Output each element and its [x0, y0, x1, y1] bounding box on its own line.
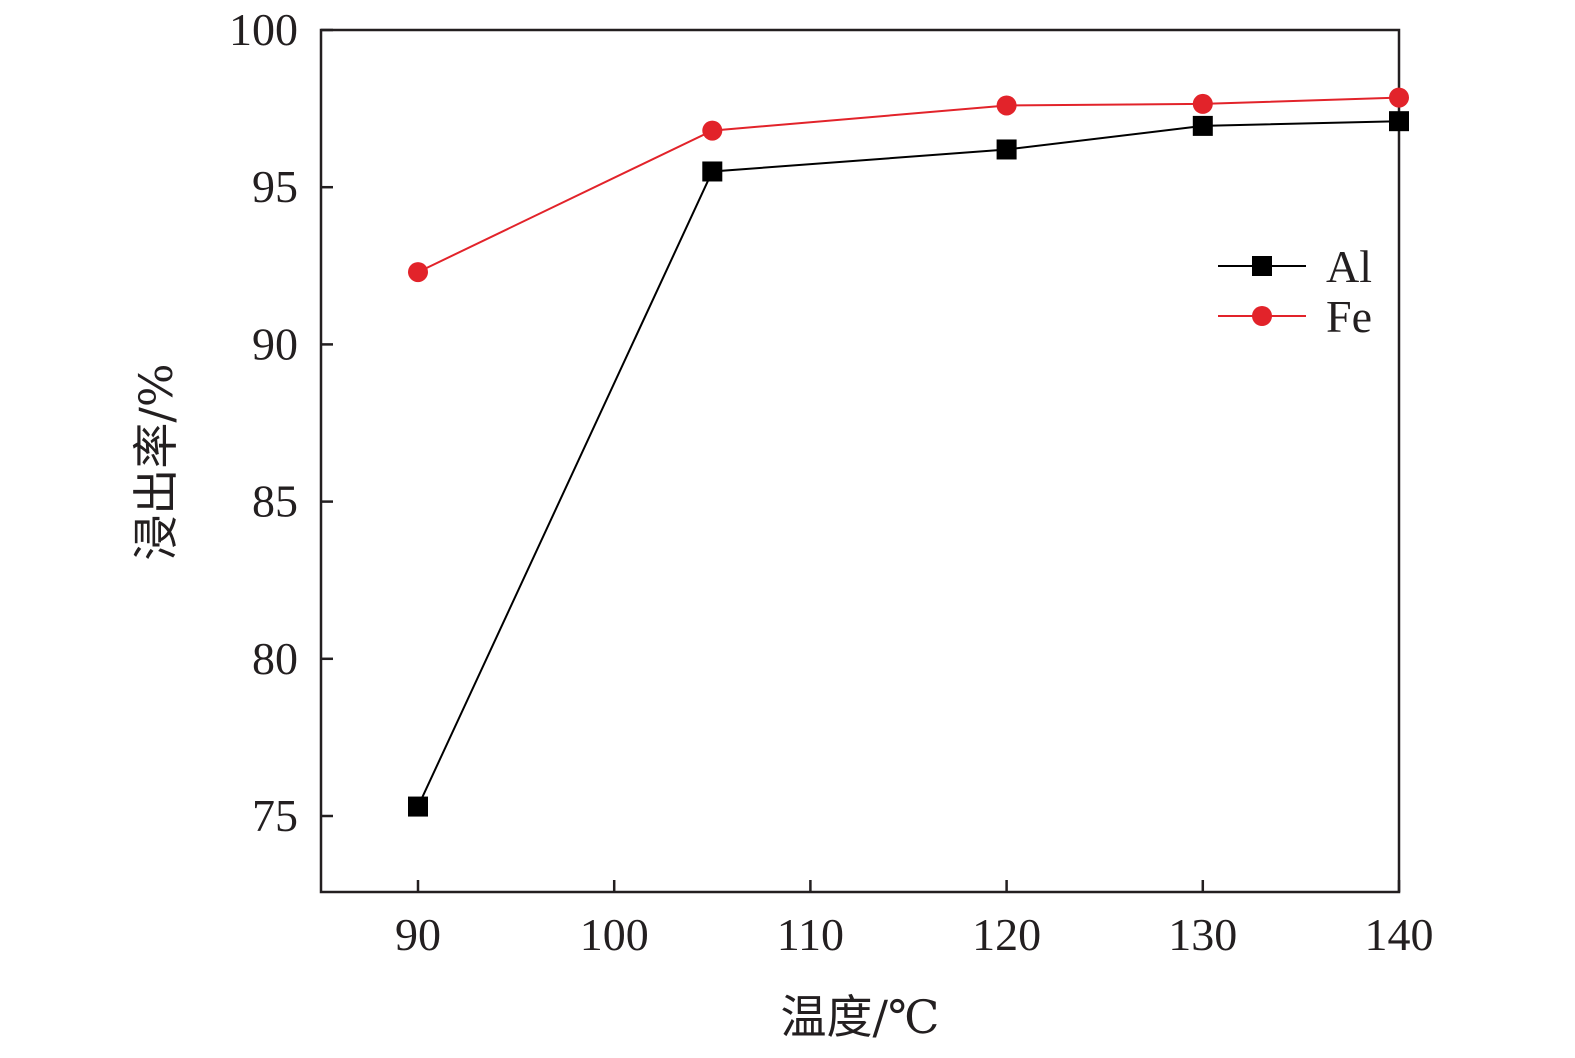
x-tick-label: 130: [1168, 909, 1237, 960]
legend-marker-fe: [1252, 306, 1272, 326]
data-point-al: [996, 139, 1017, 160]
y-tick-label: 85: [252, 476, 298, 527]
x-tick-label: 110: [777, 909, 844, 960]
data-point-al: [408, 796, 428, 817]
x-axis-title: 温度/℃: [781, 990, 940, 1044]
y-tick-label: 100: [229, 4, 298, 55]
data-point-fe: [996, 95, 1017, 116]
data-point-al: [1192, 115, 1213, 136]
data-point-fe: [1192, 93, 1213, 114]
series-layer: [408, 87, 1409, 817]
y-tick-label: 75: [252, 790, 298, 841]
y-tick-label: 90: [252, 318, 298, 369]
data-point-fe: [408, 262, 428, 283]
y-tick-label: 95: [252, 161, 298, 212]
data-point-al: [1389, 111, 1409, 132]
y-tick-label: 80: [252, 633, 298, 684]
x-tick-label: 90: [395, 909, 441, 960]
x-tick-label: 100: [580, 909, 649, 960]
x-tick-label: 120: [972, 909, 1041, 960]
y-axis-title: 浸出率/%: [129, 363, 183, 560]
data-point-fe: [702, 120, 723, 141]
data-point-al: [702, 161, 723, 182]
plot-frame: [319, 28, 1401, 894]
y-axis-ticks: 75 80 85 90 95 100: [229, 4, 333, 841]
legend-label-fe: Fe: [1326, 291, 1372, 342]
data-point-fe: [1389, 87, 1409, 108]
legend-marker-al: [1252, 256, 1272, 276]
x-tick-label: 140: [1365, 909, 1434, 960]
legend-label-al: Al: [1326, 241, 1372, 292]
series-line-al: [417, 120, 1400, 808]
x-axis-ticks: 90 100 110 120 130 140: [395, 880, 1434, 960]
